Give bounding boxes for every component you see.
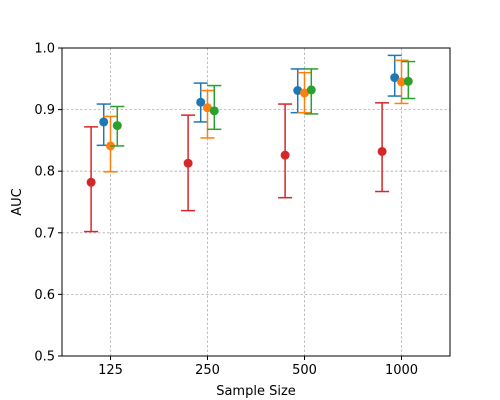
gridlines [62,47,450,357]
plot-marks [84,54,416,233]
data-point [390,73,400,83]
x-tick-label: 125 [98,363,123,378]
y-tick-label: 0.5 [34,350,55,365]
x-tick-label: 500 [292,363,317,378]
y-tick-label: 1.0 [34,42,55,57]
series-0 [84,102,390,233]
series-3 [110,60,416,147]
data-point [112,121,122,131]
data-point [377,146,387,156]
y-axis-label: AUC [10,188,25,216]
data-point [306,85,316,95]
series-2 [103,59,409,173]
data-point [293,86,303,96]
data-point [397,77,406,87]
y-tick-label: 0.9 [34,103,55,118]
data-point [196,97,206,107]
data-point [280,150,290,160]
y-tick-label: 0.8 [34,165,55,180]
data-point [203,103,212,113]
data-point [183,158,193,168]
data-point [403,76,413,86]
axes: 0.5 0.6 0.7 0.8 0.9 1.0 125 250 500 1000 [34,42,418,379]
data-point [300,88,309,98]
series-1 [96,54,402,147]
data-point [209,106,219,116]
plot-frame [61,47,451,357]
y-tick-label: 0.6 [34,288,55,303]
y-tick-label: 0.7 [34,226,55,241]
data-point [99,117,109,127]
x-tick-label: 250 [195,363,220,378]
x-axis-label: Sample Size [216,384,296,399]
data-point [86,177,96,187]
x-tick-label: 1000 [385,363,418,378]
